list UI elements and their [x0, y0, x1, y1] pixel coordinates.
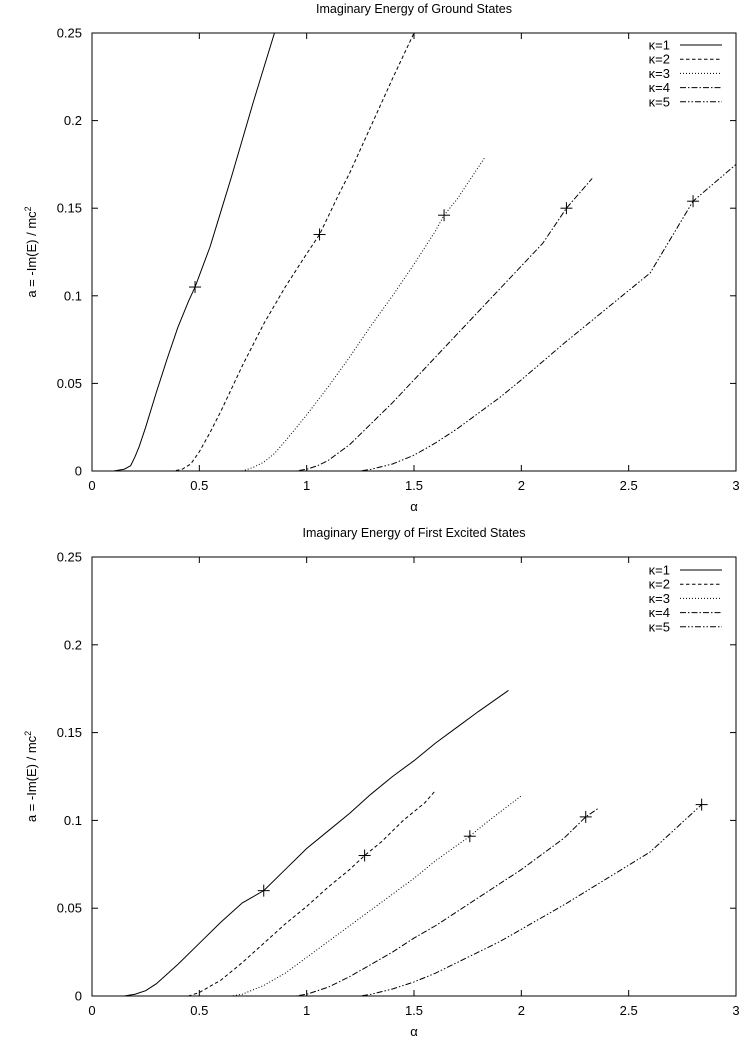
legend-label-kappa-2: κ=2 — [649, 52, 670, 67]
x-tick-label: 1 — [303, 1003, 310, 1018]
y-tick-label: 0 — [75, 464, 82, 479]
y-axis-label: a = -Im(E) / mc2 — [23, 731, 39, 822]
series-line-kappa-5 — [92, 804, 702, 996]
y-axis-label-superscript: 2 — [23, 731, 33, 736]
legend-label-kappa-5: κ=5 — [649, 619, 670, 634]
x-tick-label: 2 — [518, 1003, 525, 1018]
data-point-marker — [438, 209, 451, 222]
plot-frame — [91, 32, 737, 472]
x-tick-label: 3 — [732, 478, 739, 493]
y-axis-label: a = -Im(E) / mc2 — [23, 206, 39, 297]
y-tick-label: 0.25 — [57, 26, 82, 41]
x-axis-label: α — [410, 1024, 418, 1039]
y-tick-label: 0.05 — [57, 901, 82, 916]
series-line-kappa-1 — [92, 33, 275, 471]
x-tick-label: 0 — [88, 1003, 95, 1018]
x-tick-label: 2 — [518, 478, 525, 493]
x-tick-label: 2.5 — [620, 1003, 638, 1018]
x-tick-label: 1.5 — [405, 478, 423, 493]
series-line-kappa-1 — [92, 690, 509, 996]
y-tick-label: 0.05 — [57, 376, 82, 391]
x-tick-label: 0.5 — [190, 478, 208, 493]
legend-label-kappa-2: κ=2 — [649, 577, 670, 592]
y-axis-label-superscript: 2 — [23, 206, 33, 211]
x-tick-label: 3 — [732, 1003, 739, 1018]
legend-label-kappa-3: κ=3 — [649, 66, 670, 81]
chart-title: Imaginary Energy of First Excited States — [302, 526, 525, 540]
x-tick-label: 1 — [303, 478, 310, 493]
data-point-marker — [358, 849, 371, 862]
y-tick-label: 0 — [75, 989, 82, 1004]
legend-label-kappa-3: κ=3 — [649, 591, 670, 606]
x-tick-label: 0 — [88, 478, 95, 493]
chart-ground-states: Imaginary Energy of Ground States 0 0.5 1 1.… — [23, 2, 740, 514]
plot-frame — [91, 556, 737, 997]
series-line-kappa-4 — [92, 178, 593, 471]
data-point-marker — [189, 281, 202, 294]
legend-label-kappa-5: κ=5 — [649, 94, 670, 109]
chart-first-excited-states: Imaginary Energy of First Excited States… — [23, 526, 740, 1039]
y-tick-label: 0.1 — [64, 288, 82, 303]
legend-label-kappa-1: κ=1 — [649, 563, 670, 578]
series-line-kappa-4 — [92, 807, 599, 996]
legend-label-kappa-4: κ=4 — [649, 605, 670, 620]
data-point-marker — [313, 228, 326, 241]
data-point-marker — [579, 810, 592, 823]
series-line-kappa-2 — [92, 790, 436, 996]
x-tick-label: 0.5 — [190, 1003, 208, 1018]
legend-label-kappa-1: κ=1 — [649, 38, 670, 53]
data-point-marker — [463, 830, 476, 843]
x-tick-label: 2.5 — [620, 478, 638, 493]
data-point-marker — [687, 195, 700, 208]
y-tick-label: 0.2 — [64, 637, 82, 652]
y-axis-label-base: a = -Im(E) / mc — [24, 735, 39, 822]
y-tick-label: 0.15 — [57, 201, 82, 216]
data-point-marker — [257, 884, 270, 897]
data-point-marker — [560, 202, 573, 215]
data-point-marker — [695, 798, 708, 811]
legend-label-kappa-4: κ=4 — [649, 80, 670, 95]
y-tick-label: 0.2 — [64, 113, 82, 128]
y-tick-label: 0.15 — [57, 725, 82, 740]
y-tick-label: 0.25 — [57, 550, 82, 565]
series-line-kappa-3 — [92, 795, 522, 996]
x-tick-label: 1.5 — [405, 1003, 423, 1018]
y-tick-label: 0.1 — [64, 813, 82, 828]
series-line-kappa-5 — [92, 164, 736, 471]
series-line-kappa-3 — [92, 157, 486, 471]
chart-title: Imaginary Energy of Ground States — [316, 2, 512, 16]
y-axis-label-base: a = -Im(E) / mc — [24, 211, 39, 298]
series-line-kappa-2 — [92, 33, 415, 471]
x-axis-label: α — [410, 499, 418, 514]
